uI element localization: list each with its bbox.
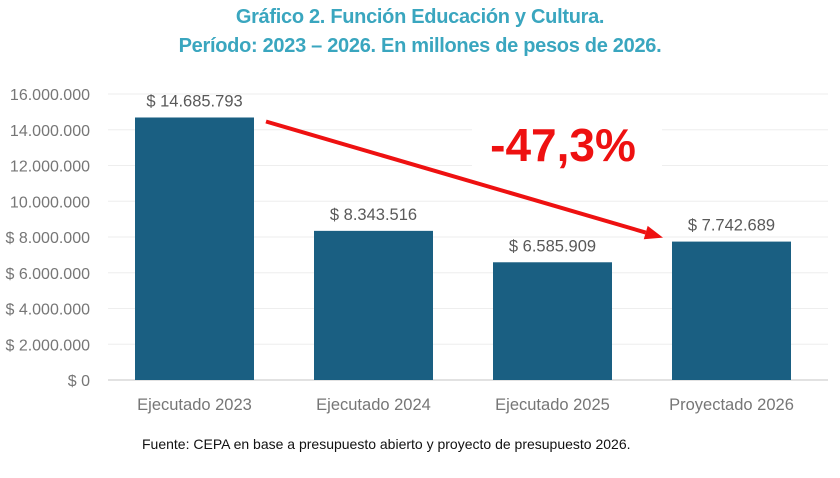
bar <box>672 241 791 380</box>
data-label: $ 6.585.909 <box>509 237 596 255</box>
data-label: $ 14.685.793 <box>146 92 242 110</box>
data-label: $ 8.343.516 <box>330 206 417 224</box>
data-label: $ 7.742.689 <box>688 217 775 235</box>
x-tick-label: Ejecutado 2025 <box>495 396 610 414</box>
y-tick-label: $ 4.000.000 <box>5 302 90 319</box>
source-note: Fuente: CEPA en base a presupuesto abier… <box>142 436 631 452</box>
x-tick-label: Ejecutado 2023 <box>137 396 252 414</box>
x-tick-label: Ejecutado 2024 <box>316 396 431 414</box>
annotation-background <box>472 112 662 172</box>
bars <box>135 117 791 380</box>
y-tick-label: $ 0 <box>68 373 90 390</box>
y-tick-label: 16.000.000 <box>10 87 90 104</box>
y-tick-label: $ 8.000.000 <box>5 230 90 247</box>
percent-change-annotation: -47,3% <box>490 119 636 171</box>
y-tick-label: 12.000.000 <box>10 159 90 176</box>
bar <box>314 230 433 380</box>
y-tick-label: $ 2.000.000 <box>5 337 90 354</box>
chart-subtitle: Período: 2023 – 2026. En millones de pes… <box>178 35 662 57</box>
trend-arrow <box>265 119 647 235</box>
chart-title: Gráfico 2. Función Educación y Cultura. <box>235 6 605 28</box>
annotation: -47,3% <box>265 112 663 240</box>
x-axis: Ejecutado 2023 Ejecutado 2024 Ejecutado 20… <box>137 396 794 414</box>
y-tick-label: 14.000.000 <box>10 123 90 140</box>
y-axis: $ 0 $ 2.000.000 $ 4.000.000 $ 6.000.000 $ 8.… <box>5 87 90 390</box>
y-tick-label: 10.000.000 <box>10 194 90 211</box>
y-tick-label: $ 6.000.000 <box>5 266 90 283</box>
x-tick-label: Proyectado 2026 <box>669 396 794 414</box>
arrow-head-icon <box>643 225 663 240</box>
bar <box>135 117 254 380</box>
data-labels: $ 14.685.793 $ 8.343.516 $ 6.585.909 $ 7.74… <box>146 92 775 255</box>
bar <box>493 262 612 380</box>
